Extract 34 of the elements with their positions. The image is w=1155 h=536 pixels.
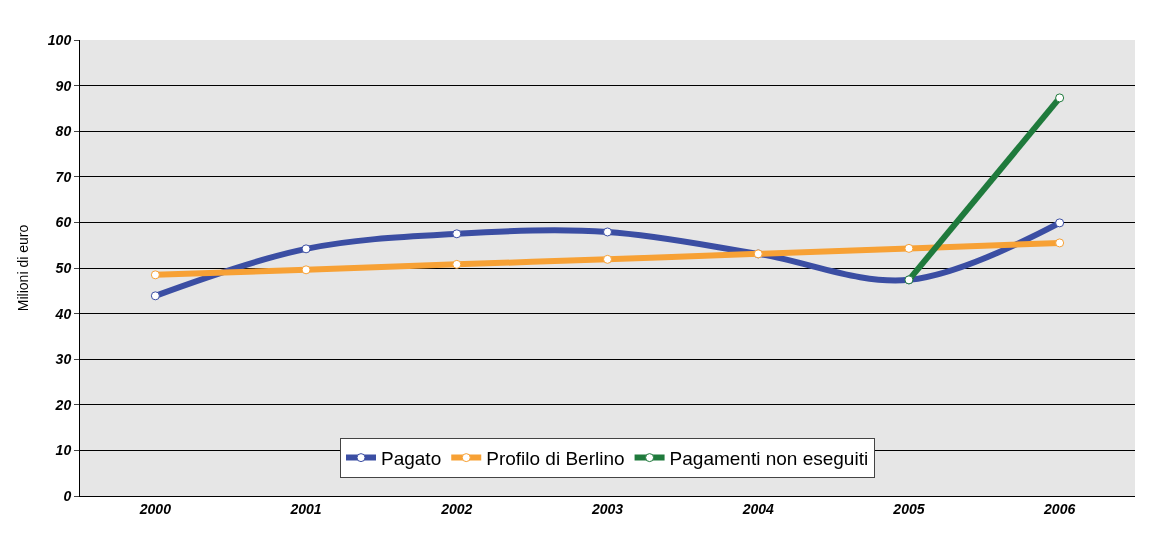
point	[452, 229, 462, 239]
point	[301, 244, 311, 254]
point	[1055, 93, 1065, 103]
x-tick-label: 2000	[138, 500, 172, 517]
y-tick-label: 50	[55, 259, 72, 276]
point	[452, 259, 462, 269]
y-tick-label: 40	[54, 305, 72, 322]
y-tick-label: 10	[55, 442, 72, 459]
x-tick-label: 2005	[892, 500, 925, 517]
point	[301, 265, 311, 275]
y-axis-title: Milioni di euro	[15, 224, 32, 312]
legend-label: Profilo di Berlino	[486, 448, 625, 470]
y-tick-label: 30	[55, 351, 72, 368]
legend-label: Pagato	[381, 448, 442, 470]
x-tick-label: 2006	[1043, 500, 1076, 517]
x-tick-label: 2002	[440, 500, 473, 517]
point	[904, 243, 914, 253]
y-tick-label: 90	[55, 77, 72, 94]
point	[603, 227, 612, 237]
y-tick-label: 20	[54, 396, 72, 413]
point	[150, 291, 160, 301]
y-tick-label: 0	[63, 487, 72, 504]
point	[1055, 238, 1065, 248]
x-tick-label: 2001	[289, 500, 322, 517]
y-tick-label: 60	[55, 214, 72, 231]
y-tick-label: 70	[55, 168, 72, 185]
point	[1055, 218, 1065, 228]
point	[603, 254, 612, 264]
x-tick-label: 2004	[741, 500, 774, 517]
point	[150, 270, 160, 280]
legend-label: Pagamenti non eseguiti	[669, 448, 869, 470]
y-tick-label: 100	[47, 31, 72, 48]
y-tick-label: 80	[55, 123, 72, 140]
x-tick-label: 2003	[590, 500, 624, 517]
